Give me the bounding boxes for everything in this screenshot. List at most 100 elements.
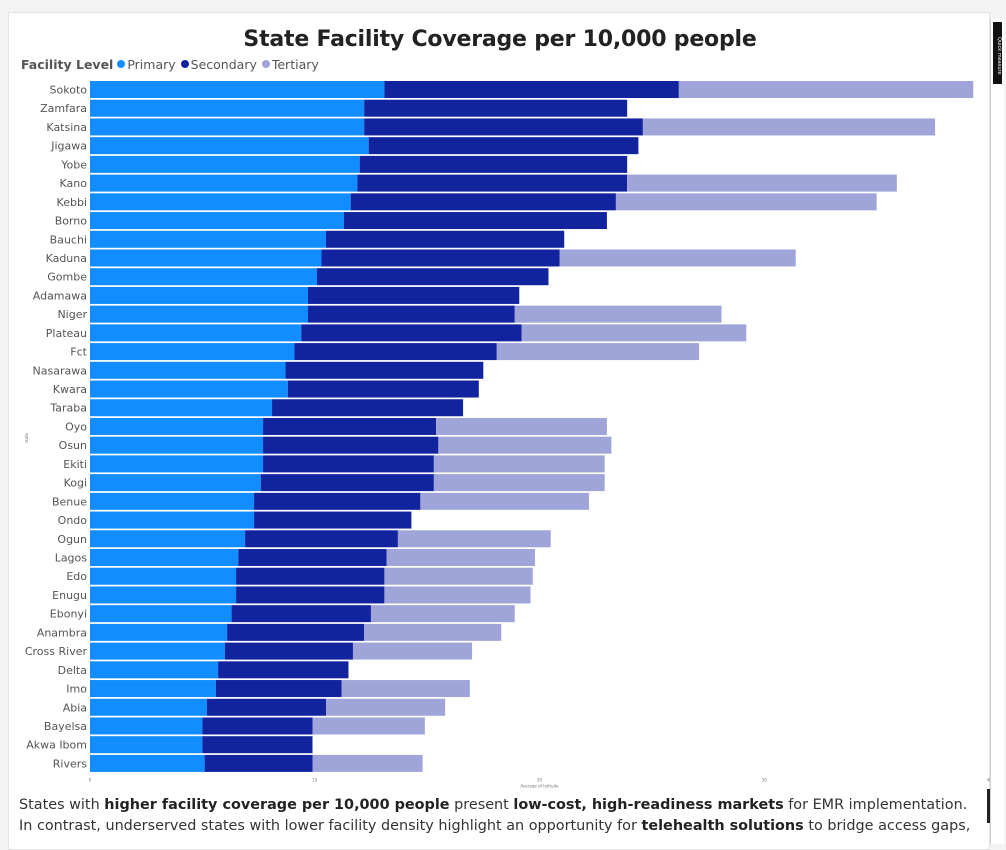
bar-primary-niger[interactable] xyxy=(90,305,309,323)
bar-primary-bayelsa[interactable] xyxy=(90,717,203,735)
bar-secondary-ondo[interactable] xyxy=(254,511,412,529)
bar-primary-osun[interactable] xyxy=(90,436,264,454)
legend-item-primary[interactable]: Primary xyxy=(117,57,176,72)
bar-secondary-rivers[interactable] xyxy=(204,754,313,772)
bar-tertiary-ogun[interactable] xyxy=(397,530,551,548)
bar-primary-oyo[interactable] xyxy=(90,417,264,435)
bar-secondary-oyo[interactable] xyxy=(263,417,437,435)
bar-secondary-ekiti[interactable] xyxy=(263,455,434,473)
bar-tertiary-enugu[interactable] xyxy=(384,586,531,604)
bar-primary-jigawa[interactable] xyxy=(90,137,369,155)
bar-secondary-ogun[interactable] xyxy=(245,530,398,548)
bar-tertiary-imo[interactable] xyxy=(341,680,470,698)
bar-primary-yobe[interactable] xyxy=(90,155,360,173)
bar-tertiary-benue[interactable] xyxy=(420,492,589,510)
bar-secondary-taraba[interactable] xyxy=(272,399,464,417)
bar-secondary-kogi[interactable] xyxy=(260,474,434,492)
bar-primary-benue[interactable] xyxy=(90,492,255,510)
bar-secondary-zamfara[interactable] xyxy=(364,99,628,117)
bar-tertiary-katsina[interactable] xyxy=(642,118,936,136)
bar-primary-borno[interactable] xyxy=(90,212,344,230)
bar-secondary-ebonyi[interactable] xyxy=(231,605,371,623)
bar-tertiary-kaduna[interactable] xyxy=(559,249,796,267)
bar-tertiary-plateau[interactable] xyxy=(521,324,747,342)
legend-item-secondary[interactable]: Secondary xyxy=(180,57,257,72)
bar-secondary-sokoto[interactable] xyxy=(384,81,679,98)
bar-primary-taraba[interactable] xyxy=(90,399,273,417)
bar-primary-fct[interactable] xyxy=(90,343,295,361)
bar-secondary-kano[interactable] xyxy=(357,174,628,192)
bar-primary-nasarawa[interactable] xyxy=(90,361,286,379)
bar-secondary-delta[interactable] xyxy=(218,661,349,679)
bar-tertiary-abia[interactable] xyxy=(325,698,446,716)
bar-primary-cross-river[interactable] xyxy=(90,642,225,660)
bar-primary-delta[interactable] xyxy=(90,661,219,679)
bar-secondary-anambra[interactable] xyxy=(227,623,365,641)
bar-secondary-imo[interactable] xyxy=(215,680,342,698)
bar-tertiary-sokoto[interactable] xyxy=(678,81,974,98)
bar-primary-bauchi[interactable] xyxy=(90,230,326,248)
bar-primary-kano[interactable] xyxy=(90,174,358,192)
bar-secondary-gombe[interactable] xyxy=(316,268,549,286)
bar-primary-lagos[interactable] xyxy=(90,549,239,566)
bar-primary-anambra[interactable] xyxy=(90,623,228,641)
bar-tertiary-bayelsa[interactable] xyxy=(312,717,425,735)
bar-secondary-plateau[interactable] xyxy=(301,324,522,342)
bar-secondary-bauchi[interactable] xyxy=(325,230,565,248)
bar-primary-enugu[interactable] xyxy=(90,586,237,604)
bar-secondary-cross-river[interactable] xyxy=(224,642,353,660)
bar-secondary-jigawa[interactable] xyxy=(368,137,639,155)
bar-primary-kogi[interactable] xyxy=(90,474,261,492)
bar-tertiary-lagos[interactable] xyxy=(386,549,536,566)
bar-secondary-edo[interactable] xyxy=(236,567,385,585)
bar-secondary-niger[interactable] xyxy=(308,305,515,323)
bar-primary-rivers[interactable] xyxy=(90,754,205,772)
bar-secondary-kwara[interactable] xyxy=(287,380,479,398)
narrative-scrollbar[interactable] xyxy=(987,789,990,823)
bar-primary-katsina[interactable] xyxy=(90,118,365,136)
bar-secondary-nasarawa[interactable] xyxy=(285,361,484,379)
bar-primary-gombe[interactable] xyxy=(90,268,317,286)
bar-tertiary-kogi[interactable] xyxy=(433,474,605,492)
bar-primary-kaduna[interactable] xyxy=(90,249,322,267)
bar-secondary-abia[interactable] xyxy=(206,698,326,716)
bar-primary-sokoto[interactable] xyxy=(90,81,385,98)
legend-item-tertiary[interactable]: Tertiary xyxy=(261,57,319,72)
bar-secondary-kebbi[interactable] xyxy=(350,193,616,211)
bar-secondary-fct[interactable] xyxy=(294,343,497,361)
bar-primary-ogun[interactable] xyxy=(90,530,246,548)
bar-primary-abia[interactable] xyxy=(90,698,207,716)
bar-tertiary-rivers[interactable] xyxy=(312,754,423,772)
bar-secondary-borno[interactable] xyxy=(343,212,607,230)
bar-secondary-katsina[interactable] xyxy=(364,118,643,136)
bar-tertiary-ekiti[interactable] xyxy=(433,455,605,473)
bar-primary-kwara[interactable] xyxy=(90,380,288,398)
bar-tertiary-niger[interactable] xyxy=(514,305,722,323)
bar-secondary-adamawa[interactable] xyxy=(308,286,520,304)
bar-primary-adamawa[interactable] xyxy=(90,286,309,304)
bar-tertiary-cross-river[interactable] xyxy=(352,642,473,660)
bar-primary-plateau[interactable] xyxy=(90,324,302,342)
bar-primary-ekiti[interactable] xyxy=(90,455,264,473)
bar-tertiary-edo[interactable] xyxy=(384,567,533,585)
quick-measure-tab[interactable]: Quick measure xyxy=(993,22,1002,84)
bar-primary-ondo[interactable] xyxy=(90,511,255,529)
bar-primary-kebbi[interactable] xyxy=(90,193,351,211)
bar-secondary-osun[interactable] xyxy=(263,436,439,454)
bar-tertiary-ebonyi[interactable] xyxy=(370,605,515,623)
bar-tertiary-fct[interactable] xyxy=(496,343,700,361)
bar-tertiary-osun[interactable] xyxy=(438,436,612,454)
bar-tertiary-kano[interactable] xyxy=(627,174,897,192)
bar-secondary-yobe[interactable] xyxy=(359,155,628,173)
bar-primary-akwa-ibom[interactable] xyxy=(90,736,203,754)
bar-primary-zamfara[interactable] xyxy=(90,99,365,117)
bar-primary-edo[interactable] xyxy=(90,567,237,585)
bar-secondary-enugu[interactable] xyxy=(236,586,385,604)
bar-tertiary-anambra[interactable] xyxy=(364,623,502,641)
bar-secondary-bayelsa[interactable] xyxy=(202,717,313,735)
bar-tertiary-oyo[interactable] xyxy=(436,417,607,435)
bar-secondary-lagos[interactable] xyxy=(238,549,387,566)
bar-primary-ebonyi[interactable] xyxy=(90,605,232,623)
bar-primary-imo[interactable] xyxy=(90,680,216,698)
bar-secondary-benue[interactable] xyxy=(254,492,421,510)
